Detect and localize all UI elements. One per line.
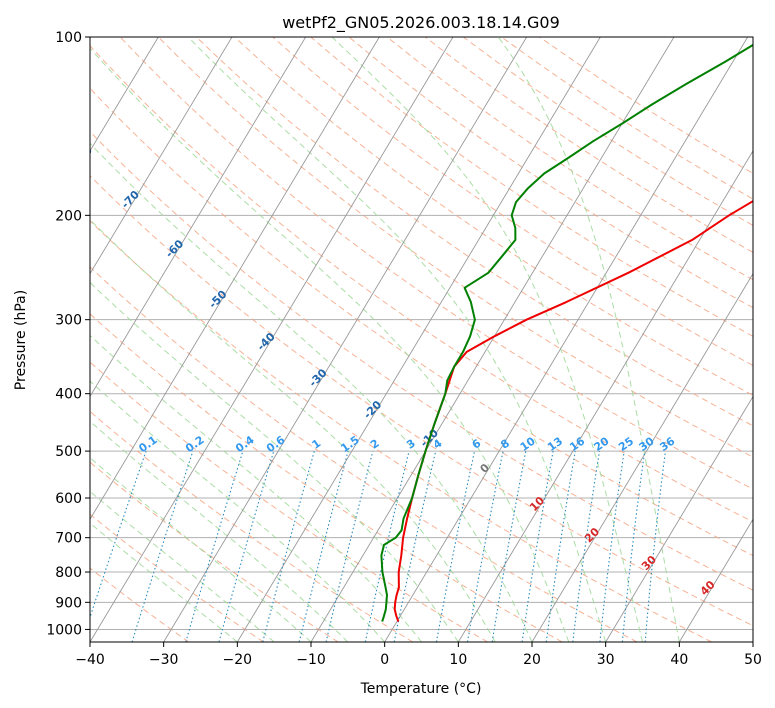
x-tick-label: −10 xyxy=(296,652,326,668)
mixing-ratio-line xyxy=(218,450,275,642)
isotherm-line xyxy=(457,150,753,642)
mixing-ratio-line xyxy=(644,451,666,642)
y-tick-label: 300 xyxy=(55,313,82,329)
y-axis-label: Pressure (hPa) xyxy=(13,290,29,390)
mixing-ratio-line xyxy=(393,450,437,642)
dewpoint-trace xyxy=(380,43,753,622)
isotherm-label: -90 xyxy=(24,100,47,123)
x-axis-label: Temperature (°C) xyxy=(360,681,482,697)
x-tick-label: 40 xyxy=(670,652,688,668)
dry-adiabat-line xyxy=(90,175,753,627)
dry-adiabats xyxy=(90,37,753,642)
isotherm-line xyxy=(90,37,307,398)
mixing-ratio-line xyxy=(545,451,576,642)
mixing-ratio-line xyxy=(131,450,194,642)
x-tick-label: 50 xyxy=(744,652,762,668)
moist-adiabat-line xyxy=(90,142,533,642)
pressure-gridlines xyxy=(90,37,753,630)
isotherm-line xyxy=(605,395,753,642)
sounding-traces xyxy=(380,43,753,622)
mixing-ratio-line xyxy=(521,451,554,642)
x-axis: −40 −30 −20 −10 0 10 20 30 40 50 xyxy=(75,642,762,668)
dry-adiabat-line xyxy=(90,266,638,642)
mixing-ratio-line xyxy=(185,450,244,642)
x-tick-label: −20 xyxy=(223,652,253,668)
x-tick-label: −40 xyxy=(75,652,105,668)
isotherm-label: -80 xyxy=(72,144,95,167)
mixing-ratio-line xyxy=(599,451,625,642)
y-tick-label: 900 xyxy=(55,595,82,611)
mixing-ratio-line xyxy=(621,451,646,642)
moist-adiabat-line xyxy=(90,380,386,642)
x-tick-label: 20 xyxy=(523,652,541,668)
y-tick-label: 500 xyxy=(55,444,82,460)
dry-adiabat-line xyxy=(90,513,264,642)
dry-adiabat-line xyxy=(90,313,563,642)
x-tick-label: 10 xyxy=(449,652,467,668)
dry-adiabat-line xyxy=(90,220,712,642)
plot-frame xyxy=(89,36,754,643)
x-tick-label: 30 xyxy=(597,652,615,668)
x-tick-label: −30 xyxy=(149,652,179,668)
y-tick-label: 100 xyxy=(55,30,82,46)
isotherm-line xyxy=(752,641,753,642)
dry-adiabat-line xyxy=(119,37,753,490)
isotherm-line xyxy=(90,37,233,275)
y-tick-label: 200 xyxy=(55,208,82,224)
dry-adiabat-line xyxy=(157,37,753,458)
isotherms xyxy=(0,37,753,642)
dry-adiabat-line xyxy=(90,567,190,642)
isotherm-line xyxy=(0,37,11,642)
moist-adiabat-line xyxy=(90,281,459,642)
mixing-ratio-line xyxy=(325,450,374,642)
dry-adiabat-line xyxy=(196,37,753,427)
isotherm-line xyxy=(90,37,159,152)
moist-adiabat-line xyxy=(187,37,607,642)
plot-area xyxy=(90,37,753,642)
chart-title: wetPf2_GN05.2026.003.18.14.G09 xyxy=(282,13,560,33)
y-tick-label: 400 xyxy=(55,387,82,403)
mixing-ratio-line xyxy=(262,450,315,642)
y-tick-label: 700 xyxy=(55,531,82,547)
moist-adiabat-line xyxy=(90,420,349,642)
dry-adiabat-line xyxy=(90,361,488,642)
mixing-ratio-line xyxy=(572,451,601,642)
isotherm-line xyxy=(310,37,675,642)
moist-adiabat-line xyxy=(497,37,680,642)
y-tick-label: 600 xyxy=(55,491,82,507)
isotherm-label: -100 xyxy=(0,56,2,85)
isotherm-line xyxy=(236,37,601,642)
isotherm-line xyxy=(90,37,380,521)
y-tick-label: 800 xyxy=(55,565,82,581)
x-tick-label: 0 xyxy=(380,652,389,668)
isotherm-line xyxy=(531,272,753,642)
moist-adiabat-line xyxy=(90,218,496,642)
isotherm-line xyxy=(384,37,749,642)
mixing-ratio-line xyxy=(298,450,349,642)
y-tick-label: 1000 xyxy=(46,622,82,638)
moist-adiabat-line xyxy=(331,37,643,642)
isotherm-line xyxy=(90,37,454,642)
isotherm-line xyxy=(678,518,753,642)
isotherm-line xyxy=(163,37,528,642)
dry-adiabat-line xyxy=(348,37,753,309)
y-axis: 1000 900 800 700 600 500 400 300 200 100 xyxy=(46,30,90,638)
dry-adiabat-line xyxy=(310,37,753,337)
moist-adiabat-line xyxy=(90,47,570,642)
